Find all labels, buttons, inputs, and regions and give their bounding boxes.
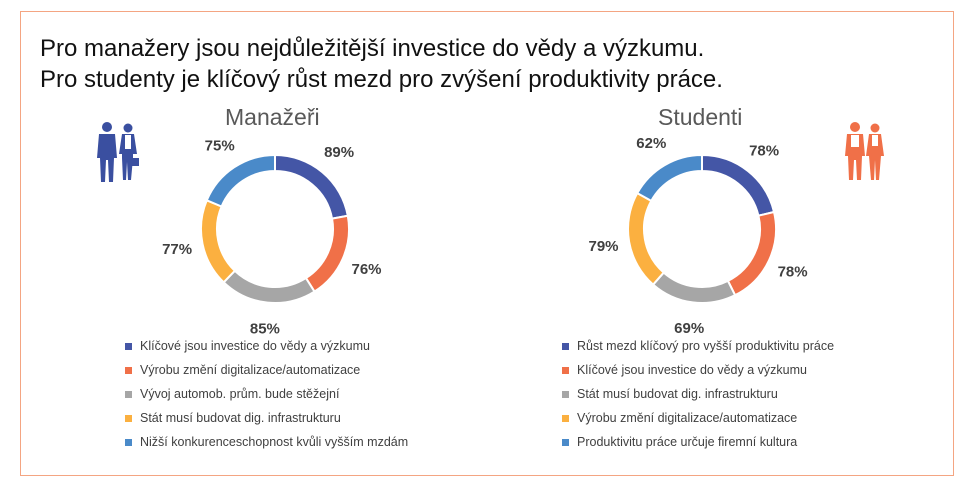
- legend-item: Vývoj automob. prům. bude stěžejní: [125, 382, 408, 406]
- students-panel: Studenti 78% 78% 69% 79% 62% Růst mezd klíčo…: [480, 100, 920, 470]
- legend-item: Klíčové jsou investice do vědy a výzkumu: [562, 358, 834, 382]
- students-chart-title: Studenti: [658, 104, 743, 130]
- legend-swatch: [125, 390, 132, 398]
- slide-frame: [20, 11, 954, 476]
- managers-panel: Manažeři 89% 76% 85% 77% 75% Klíčové jsou in…: [55, 100, 495, 470]
- donut-slice-rust-mezd-klicovy-pro-vyssi-produktivitu-prace: [701, 153, 776, 217]
- legend-label: Výrobu změní digitalizace/automatizace: [577, 411, 798, 425]
- legend-swatch: [562, 414, 569, 422]
- legend-swatch: [125, 414, 132, 422]
- legend-item: Klíčové jsou investice do vědy a výzkumu: [125, 334, 408, 358]
- slide-headline: Pro manažery jsou nejdůležitější investi…: [40, 33, 723, 95]
- students-legend: Růst mezd klíčový pro vyšší produktivitu…: [562, 334, 834, 454]
- legend-item: Stát musí budovat dig. infrastrukturu: [562, 382, 834, 406]
- headline-line-1: Pro manažery jsou nejdůležitější investi…: [40, 35, 705, 62]
- students-people-icon: [845, 122, 884, 180]
- legend-swatch: [562, 366, 569, 374]
- legend-swatch: [125, 342, 132, 350]
- slice-percent-label: 75%: [205, 138, 235, 155]
- donut-slice-stat-musi-budovat-dig-infrastrukturu: [651, 271, 737, 304]
- legend-swatch: [125, 438, 132, 446]
- legend-label: Výrobu změní digitalizace/automatizace: [140, 363, 361, 377]
- legend-swatch: [562, 342, 569, 350]
- legend-swatch: [562, 438, 569, 446]
- donut-slice-stat-musi-budovat-dig-infrastrukturu: [200, 198, 237, 284]
- donut-slice-vyrobu-zmeni-digitalizace-automatizace: [627, 191, 666, 286]
- legend-label: Nižší konkurenceschopnost kvůli vyšším m…: [140, 435, 409, 449]
- managers-legend: Klíčové jsou investice do vědy a výzkumu…: [125, 334, 408, 454]
- managers-donut-chart: 89% 76% 85% 77% 75%: [162, 138, 381, 338]
- students-donut-chart: 78% 78% 69% 79% 62%: [588, 135, 808, 337]
- legend-item: Výrobu změní digitalizace/automatizace: [125, 358, 408, 382]
- legend-item: Produktivitu práce určuje firemní kultur…: [562, 430, 834, 454]
- donut-slice-vyvoj-automob-prum-bude-stezejni: [222, 269, 316, 304]
- business-people-icon: [97, 122, 139, 182]
- legend-item: Nižší konkurenceschopnost kvůli vyšším m…: [125, 430, 408, 454]
- legend-item: Stát musí budovat dig. infrastrukturu: [125, 406, 408, 430]
- legend-label: Stát musí budovat dig. infrastrukturu: [140, 411, 341, 425]
- donut-slice-klicove-jsou-investice-do-vedy-a-vyzkumu: [726, 210, 777, 297]
- donut-slice-produktivitu-prace-urcuje-firemni-kultura: [635, 153, 703, 203]
- legend-label: Produktivitu práce určuje firemní kultur…: [577, 435, 798, 449]
- legend-swatch: [562, 390, 569, 398]
- legend-label: Vývoj automob. prům. bude stěžejní: [140, 387, 340, 401]
- legend-label: Stát musí budovat dig. infrastrukturu: [577, 387, 778, 401]
- slice-percent-label: 89%: [324, 144, 354, 161]
- legend-swatch: [125, 366, 132, 374]
- donut-slice-klicove-jsou-investice-do-vedy-a-vyzkumu: [274, 153, 349, 220]
- slice-percent-label: 78%: [778, 263, 808, 280]
- managers-chart-title: Manažeři: [225, 104, 320, 130]
- slice-percent-label: 78%: [749, 143, 779, 160]
- slice-percent-label: 85%: [250, 321, 280, 338]
- slice-percent-label: 62%: [636, 135, 666, 152]
- slice-percent-label: 79%: [588, 238, 618, 255]
- legend-label: Růst mezd klíčový pro vyšší produktivitu…: [577, 339, 835, 353]
- donut-slice-vyrobu-zmeni-digitalizace-automatizace: [304, 214, 350, 293]
- headline-line-2: Pro studenty je klíčový růst mezd pro zv…: [40, 66, 723, 93]
- legend-item: Růst mezd klíčový pro vyšší produktivitu…: [562, 334, 834, 358]
- donut-slice-nizsi-konkurenceschopnost-kvuli-vyssim-mzdam: [205, 153, 276, 208]
- legend-label: Klíčové jsou investice do vědy a výzkumu: [577, 363, 807, 377]
- slice-percent-label: 77%: [162, 241, 192, 258]
- legend-item: Výrobu změní digitalizace/automatizace: [562, 406, 834, 430]
- slice-percent-label: 76%: [351, 261, 381, 278]
- slice-percent-label: 69%: [674, 320, 704, 337]
- legend-label: Klíčové jsou investice do vědy a výzkumu: [140, 339, 370, 353]
